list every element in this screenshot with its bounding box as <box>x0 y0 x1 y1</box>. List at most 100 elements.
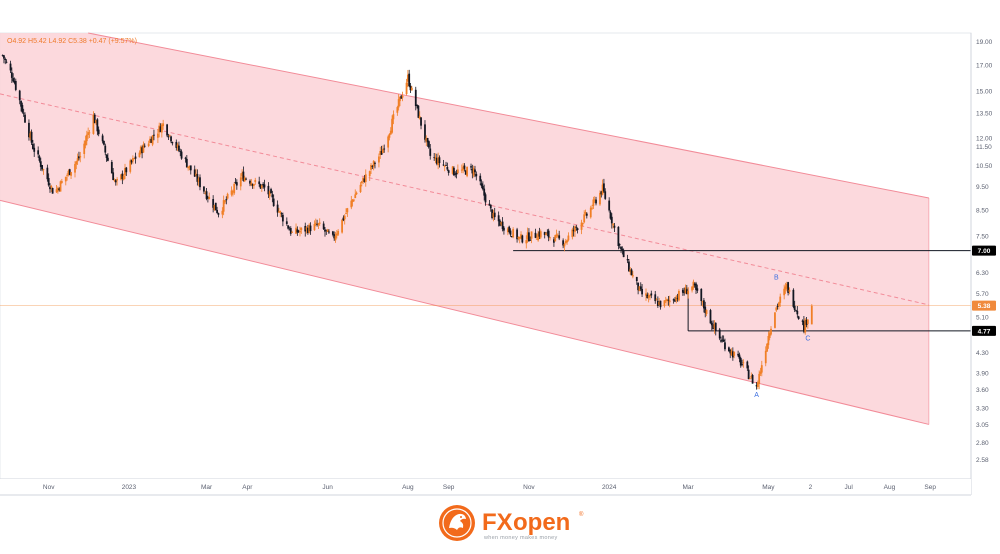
candle-body <box>171 142 174 144</box>
candle <box>168 134 171 138</box>
candle <box>589 205 592 219</box>
candle <box>647 292 650 303</box>
candle <box>216 206 218 214</box>
candle-body <box>253 184 255 186</box>
candle <box>304 222 307 237</box>
candle-body <box>300 227 303 231</box>
candle <box>508 225 511 234</box>
candle-body <box>225 199 228 201</box>
candle-body <box>351 199 354 202</box>
candle-body <box>346 208 349 213</box>
candle <box>666 298 668 306</box>
candle <box>104 143 107 156</box>
candle-body <box>456 169 459 173</box>
y-tick-label: 19.00 <box>976 39 993 46</box>
candle-body <box>49 186 51 190</box>
candle-body <box>637 282 640 291</box>
candle-body <box>295 227 297 234</box>
candle <box>276 200 279 217</box>
candle <box>609 210 612 220</box>
candle-body <box>703 300 705 309</box>
candle-body <box>751 375 754 384</box>
candle-body <box>663 300 666 307</box>
channel-lower-line[interactable] <box>0 199 930 425</box>
candle-body <box>739 357 742 366</box>
candle <box>506 227 509 236</box>
candle <box>306 224 309 235</box>
candle <box>297 229 300 233</box>
candle <box>641 284 643 298</box>
candle <box>235 179 238 190</box>
candle-body <box>617 226 620 246</box>
y-tick-label: 10.50 <box>976 163 993 170</box>
candle-body <box>350 200 353 208</box>
candle-body <box>488 203 491 206</box>
y-tick-label: 7.50 <box>976 234 989 241</box>
candle-body <box>525 240 528 244</box>
y-tick-label: 12.00 <box>976 135 993 142</box>
time-axis[interactable]: Nov 2023 Mar Apr Jun Aug Sep Nov 2024 Mar May 2 Jul A… <box>0 478 971 496</box>
candle <box>250 178 253 187</box>
candle <box>197 176 200 187</box>
candle <box>581 222 584 227</box>
candle-body <box>537 233 540 241</box>
candle <box>442 159 445 167</box>
channel-upper-line[interactable] <box>88 32 929 199</box>
candle-body <box>64 176 67 182</box>
candle <box>501 217 504 232</box>
y-tick-label: 11.50 <box>976 144 992 151</box>
candle-body <box>580 222 583 230</box>
candle-body <box>83 143 86 154</box>
candle-body <box>105 154 108 159</box>
channel-mid-line[interactable] <box>0 93 930 306</box>
candle <box>460 164 463 174</box>
candle <box>326 228 329 232</box>
candle-body <box>75 161 78 165</box>
candle-body <box>381 148 384 153</box>
candle-body <box>28 122 30 138</box>
price-axis[interactable]: 19.00 17.00 15.00 13.50 12.00 11.50 10.50 9.50 8… <box>970 33 996 495</box>
candle <box>788 287 791 295</box>
candle-body <box>650 293 653 296</box>
candle-body <box>526 232 529 240</box>
candle <box>342 215 345 222</box>
candle <box>724 338 726 352</box>
candle <box>410 85 413 91</box>
candle-body <box>20 100 22 107</box>
candle-body <box>535 238 538 240</box>
candle-body <box>316 224 318 226</box>
candle-body <box>767 336 770 346</box>
wave-label-c: C <box>805 336 810 343</box>
candle <box>121 170 124 185</box>
candle <box>184 156 187 163</box>
candle-body <box>712 325 715 330</box>
candle-body <box>554 235 557 242</box>
candle-body <box>13 80 16 83</box>
candle <box>396 105 399 116</box>
candle-body <box>76 158 79 162</box>
candle <box>747 365 750 380</box>
candle <box>287 224 290 230</box>
candle <box>434 153 437 164</box>
candle-body <box>756 382 759 387</box>
candle <box>49 183 51 193</box>
candle-body <box>374 162 376 164</box>
candle <box>221 207 224 219</box>
candle-body <box>212 199 215 208</box>
candle <box>58 187 61 192</box>
candle-body <box>600 191 603 195</box>
candle <box>130 159 133 165</box>
candle-body <box>764 350 767 364</box>
candle <box>445 161 447 166</box>
candle <box>539 229 542 240</box>
candle <box>253 183 255 189</box>
candle <box>610 213 613 229</box>
candle <box>170 135 172 144</box>
candle-body <box>803 321 805 332</box>
candle <box>493 207 496 220</box>
candle-body <box>364 174 367 183</box>
candle-body <box>239 177 242 187</box>
current-price-badge <box>972 300 996 311</box>
wave-label-a: A <box>754 392 759 399</box>
